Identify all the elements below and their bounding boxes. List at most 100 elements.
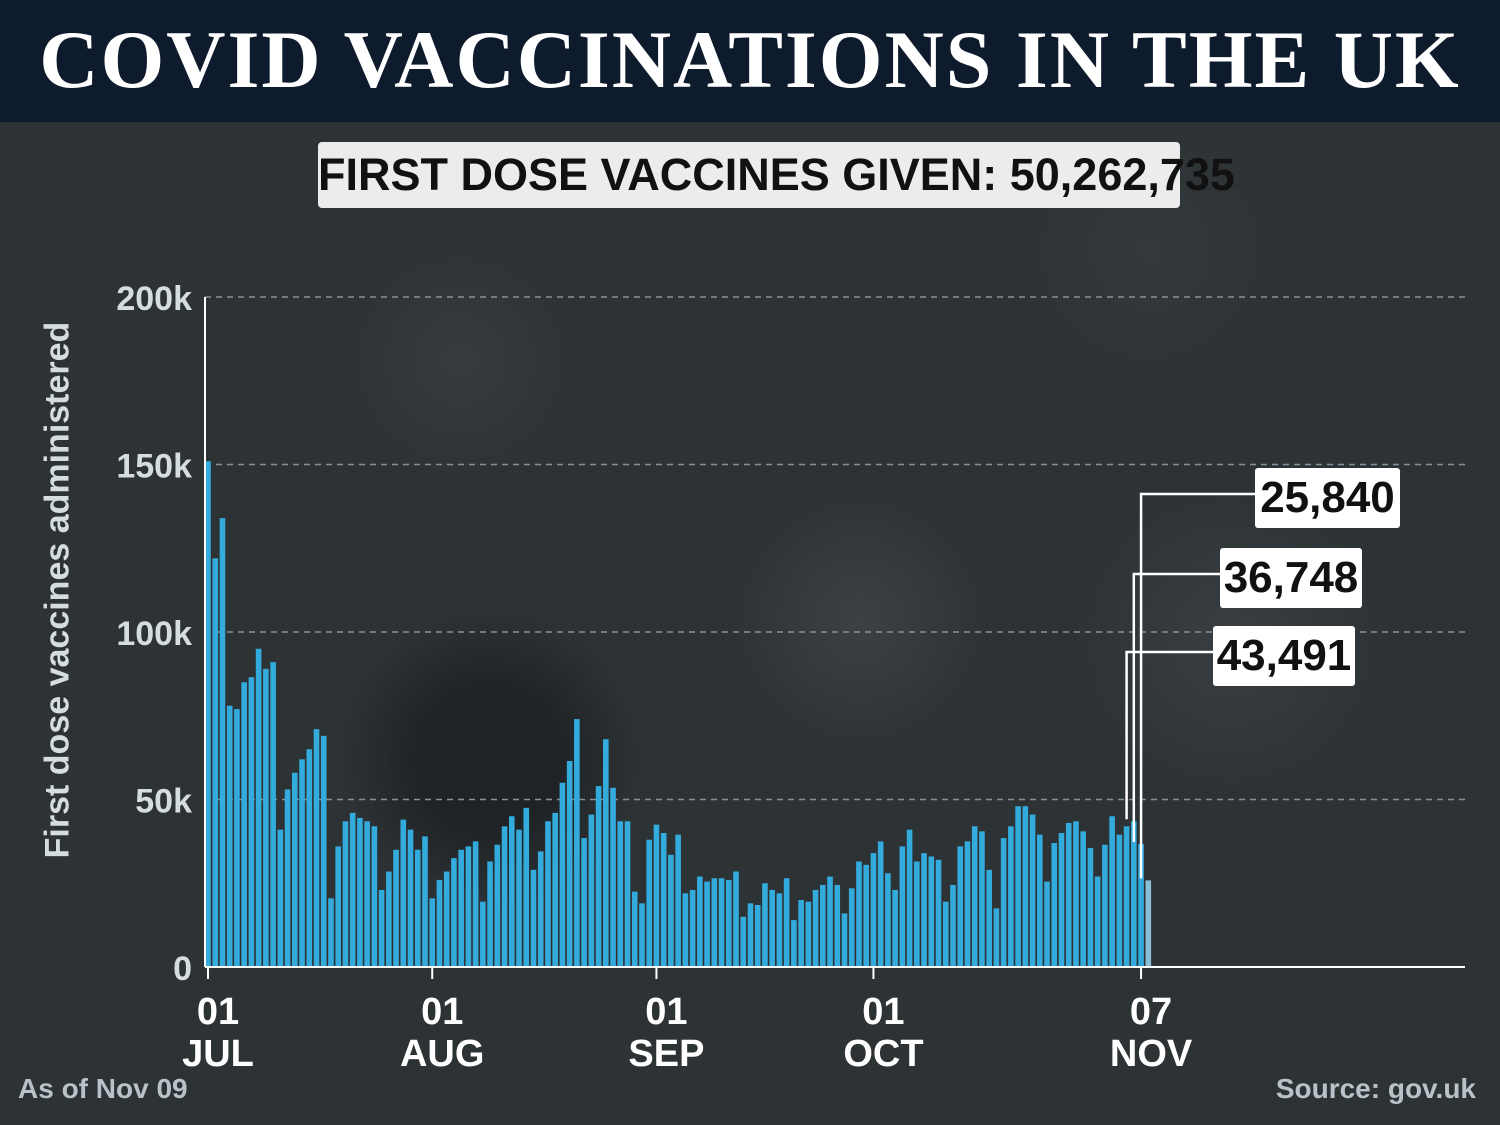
bar — [400, 819, 407, 967]
bar — [451, 858, 457, 967]
bar — [718, 878, 725, 967]
y-tick-label: 150k — [116, 448, 192, 486]
bar — [1094, 876, 1101, 967]
bar — [414, 849, 421, 967]
bar — [820, 884, 826, 967]
bar — [979, 831, 985, 967]
callout-label: 25,840 — [1255, 468, 1400, 528]
bar — [328, 898, 334, 967]
bar — [574, 719, 580, 967]
bar — [783, 878, 790, 967]
bar — [942, 901, 949, 967]
bar — [494, 844, 501, 967]
bar — [537, 851, 544, 967]
y-tick-label: 0 — [173, 950, 192, 988]
bar — [754, 905, 761, 967]
bar — [559, 782, 566, 967]
bar — [1080, 831, 1086, 967]
bar — [769, 889, 775, 967]
bar — [856, 861, 862, 967]
x-tick-day: 01 — [862, 991, 904, 1033]
bar — [675, 834, 681, 967]
x-tick-month: JUL — [182, 1033, 254, 1075]
bar — [971, 826, 978, 967]
bar — [516, 829, 522, 967]
bar — [762, 883, 768, 967]
bar — [646, 839, 653, 967]
bar — [747, 903, 754, 967]
bar — [299, 759, 305, 967]
bar — [1058, 833, 1065, 967]
bar — [458, 849, 464, 967]
x-tick-day: 01 — [197, 991, 239, 1033]
bar — [545, 821, 551, 967]
bar — [205, 461, 211, 967]
bar — [1022, 806, 1029, 967]
bar — [827, 876, 833, 967]
bar — [284, 789, 291, 967]
bar — [523, 807, 530, 967]
bar — [364, 821, 370, 967]
bar — [776, 893, 783, 967]
bar — [660, 833, 667, 967]
bar — [603, 739, 609, 967]
bar — [668, 854, 674, 967]
bar — [422, 836, 428, 967]
page-title: COVID VACCINATIONS IN THE UK — [39, 14, 1461, 105]
bar — [639, 903, 645, 967]
bar — [1131, 821, 1137, 967]
bar — [270, 662, 276, 967]
bar — [212, 558, 219, 967]
bar — [877, 841, 884, 967]
bar — [371, 826, 378, 967]
bar — [1087, 848, 1094, 967]
bar — [1015, 806, 1021, 967]
bar — [682, 893, 689, 967]
bar — [1116, 834, 1123, 967]
bar — [921, 853, 927, 967]
bar — [624, 821, 631, 967]
bar — [733, 871, 739, 967]
bar — [1073, 821, 1079, 967]
callout-leader-line — [1132, 572, 1362, 842]
bar — [805, 901, 812, 967]
bar — [313, 729, 320, 967]
bar — [566, 760, 573, 967]
bar — [711, 878, 718, 967]
bar — [1051, 843, 1058, 967]
bar — [1044, 881, 1050, 967]
bar — [834, 884, 841, 967]
bar — [798, 900, 804, 967]
bar — [812, 889, 819, 967]
callout-label: 43,491 — [1213, 626, 1355, 686]
y-tick-label: 200k — [116, 280, 192, 318]
bar — [950, 884, 956, 967]
x-tick-month: NOV — [1110, 1033, 1193, 1075]
bar — [581, 838, 587, 967]
bar — [552, 812, 558, 967]
bar — [986, 869, 992, 967]
callout-label: 36,748 — [1220, 548, 1362, 608]
bar — [234, 709, 240, 967]
bar — [610, 787, 616, 967]
bar — [349, 812, 356, 967]
x-tick-month: AUG — [400, 1033, 484, 1075]
bar — [436, 879, 443, 967]
bar — [863, 864, 870, 967]
x-tick-day: 01 — [421, 991, 463, 1033]
bar — [1102, 844, 1108, 967]
bar — [255, 648, 262, 967]
x-tick-day: 07 — [1130, 991, 1172, 1033]
header-bar — [0, 0, 1500, 122]
bar — [841, 913, 848, 967]
bar — [935, 859, 942, 967]
bar — [964, 841, 971, 967]
bar — [725, 879, 732, 967]
bar — [342, 821, 349, 967]
bar — [1036, 834, 1043, 967]
bar — [870, 853, 877, 967]
bar — [697, 876, 703, 967]
y-tick-label: 100k — [116, 615, 192, 653]
bar — [1000, 838, 1007, 967]
